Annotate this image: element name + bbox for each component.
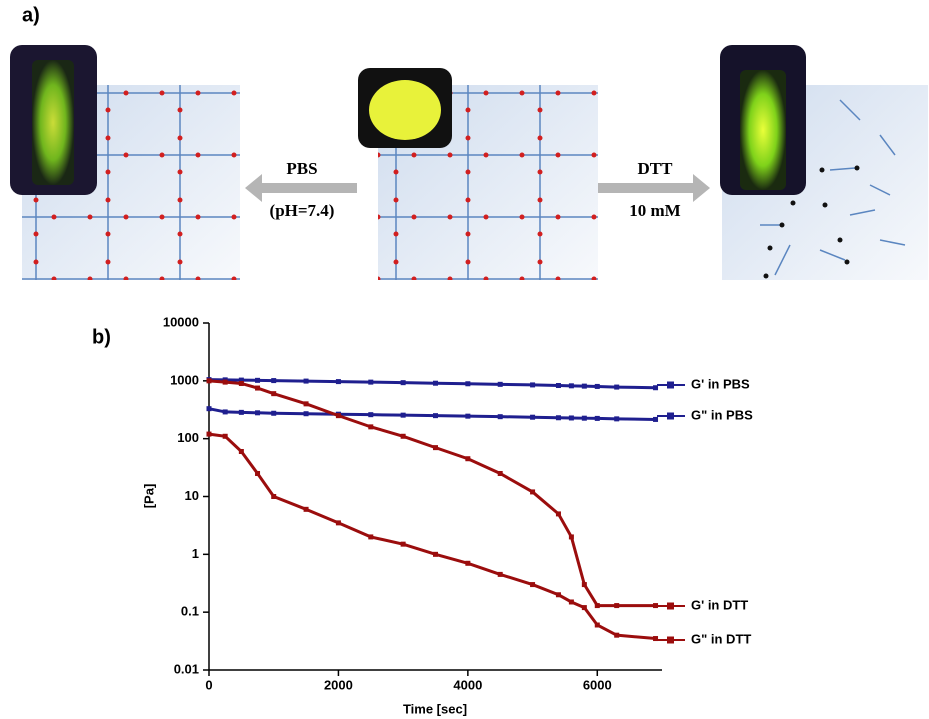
data-point xyxy=(614,385,619,390)
data-point xyxy=(595,416,600,421)
legend-label: G" in DTT xyxy=(691,631,751,646)
data-point xyxy=(255,386,260,391)
data-point xyxy=(255,378,260,383)
data-point xyxy=(595,603,600,608)
data-point xyxy=(239,410,244,415)
legend-marker xyxy=(667,382,674,389)
y-tick-label: 10 xyxy=(185,488,199,503)
data-point xyxy=(433,552,438,557)
data-point xyxy=(556,592,561,597)
series-line xyxy=(209,434,656,638)
y-tick-label: 10000 xyxy=(163,314,199,329)
data-point xyxy=(530,382,535,387)
x-axis-label: Time [sec] xyxy=(403,701,467,716)
data-point xyxy=(304,411,309,416)
data-point xyxy=(271,494,276,499)
panel-label: a) xyxy=(22,4,40,26)
data-point xyxy=(401,413,406,418)
data-point xyxy=(582,416,587,421)
panel-label: b) xyxy=(92,326,111,348)
data-point xyxy=(368,534,373,539)
y-axis-label: [Pa] xyxy=(141,484,156,509)
data-point xyxy=(614,633,619,638)
data-point xyxy=(223,434,228,439)
data-point xyxy=(498,572,503,577)
data-point xyxy=(223,409,228,414)
x-tick-label: 4000 xyxy=(453,677,482,692)
y-tick-label: 1 xyxy=(192,546,199,561)
data-point xyxy=(368,424,373,429)
data-point xyxy=(569,415,574,420)
data-point xyxy=(271,411,276,416)
data-point xyxy=(271,391,276,396)
data-point xyxy=(207,378,212,383)
data-point xyxy=(498,471,503,476)
data-point xyxy=(465,561,470,566)
data-point xyxy=(239,449,244,454)
data-point xyxy=(530,489,535,494)
data-point xyxy=(653,417,658,422)
data-point xyxy=(556,383,561,388)
data-point xyxy=(304,401,309,406)
data-point xyxy=(271,378,276,383)
arrow-label: 10 mM xyxy=(629,201,680,220)
data-point xyxy=(465,414,470,419)
data-point xyxy=(595,622,600,627)
x-tick-label: 6000 xyxy=(583,677,612,692)
legend-marker xyxy=(667,413,674,420)
data-point xyxy=(368,412,373,417)
data-point xyxy=(498,382,503,387)
data-point xyxy=(498,414,503,419)
legend-label: G" in PBS xyxy=(691,407,753,422)
data-point xyxy=(433,381,438,386)
data-point xyxy=(207,432,212,437)
data-point xyxy=(433,445,438,450)
data-point xyxy=(595,384,600,389)
data-point xyxy=(582,384,587,389)
y-tick-label: 100 xyxy=(177,430,199,445)
data-point xyxy=(530,415,535,420)
y-tick-label: 0.01 xyxy=(174,661,199,676)
legend-marker xyxy=(667,603,674,610)
data-point xyxy=(255,410,260,415)
figure: a) PBS (pH=7.4) DTT 10 mM b) Time [sec] … xyxy=(0,0,929,719)
data-point xyxy=(614,603,619,608)
data-point xyxy=(207,406,212,411)
data-point xyxy=(530,582,535,587)
legend-label: G' in DTT xyxy=(691,597,748,612)
data-point xyxy=(304,507,309,512)
data-point xyxy=(465,456,470,461)
legend-label: G' in PBS xyxy=(691,376,750,391)
data-point xyxy=(336,379,341,384)
y-tick-label: 0.1 xyxy=(181,604,199,619)
arrow-label: PBS xyxy=(286,159,317,178)
data-point xyxy=(582,582,587,587)
data-point xyxy=(401,542,406,547)
data-point xyxy=(368,380,373,385)
data-point xyxy=(401,380,406,385)
data-point xyxy=(336,520,341,525)
data-point xyxy=(401,434,406,439)
data-point xyxy=(556,415,561,420)
x-tick-label: 2000 xyxy=(324,677,353,692)
data-point xyxy=(433,413,438,418)
data-point xyxy=(569,383,574,388)
arrow-label: (pH=7.4) xyxy=(270,201,335,220)
legend-marker xyxy=(667,637,674,644)
data-point xyxy=(582,605,587,610)
x-tick-label: 0 xyxy=(205,677,212,692)
data-point xyxy=(336,413,341,418)
y-tick-label: 1000 xyxy=(170,372,199,387)
data-point xyxy=(556,511,561,516)
data-point xyxy=(304,379,309,384)
arrow-label: DTT xyxy=(638,159,674,178)
data-point xyxy=(239,381,244,386)
data-point xyxy=(223,380,228,385)
data-point xyxy=(465,381,470,386)
data-point xyxy=(614,416,619,421)
data-point xyxy=(255,471,260,476)
data-point xyxy=(569,599,574,604)
data-point xyxy=(569,534,574,539)
